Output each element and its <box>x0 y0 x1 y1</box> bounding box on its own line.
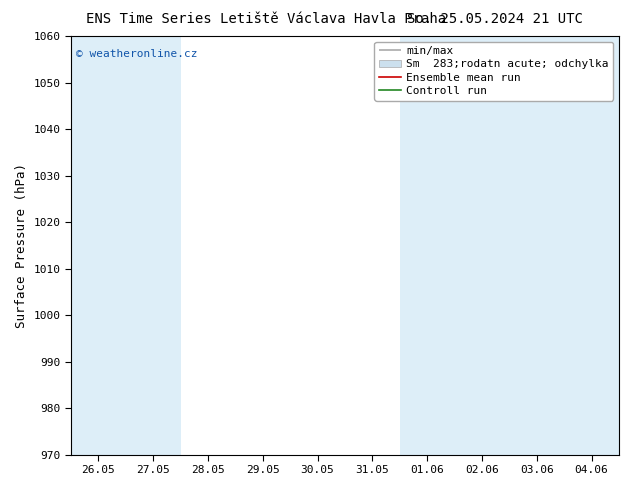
Bar <box>71 36 181 455</box>
Bar <box>400 36 509 455</box>
Text: So. 25.05.2024 21 UTC: So. 25.05.2024 21 UTC <box>406 12 583 26</box>
Y-axis label: Surface Pressure (hPa): Surface Pressure (hPa) <box>15 163 28 328</box>
Legend: min/max, Sm  283;rodatn acute; odchylka, Ensemble mean run, Controll run: min/max, Sm 283;rodatn acute; odchylka, … <box>374 42 614 100</box>
Bar <box>509 36 619 455</box>
Text: © weatheronline.cz: © weatheronline.cz <box>77 49 198 59</box>
Text: ENS Time Series Letiště Václava Havla Praha: ENS Time Series Letiště Václava Havla Pr… <box>86 12 446 26</box>
